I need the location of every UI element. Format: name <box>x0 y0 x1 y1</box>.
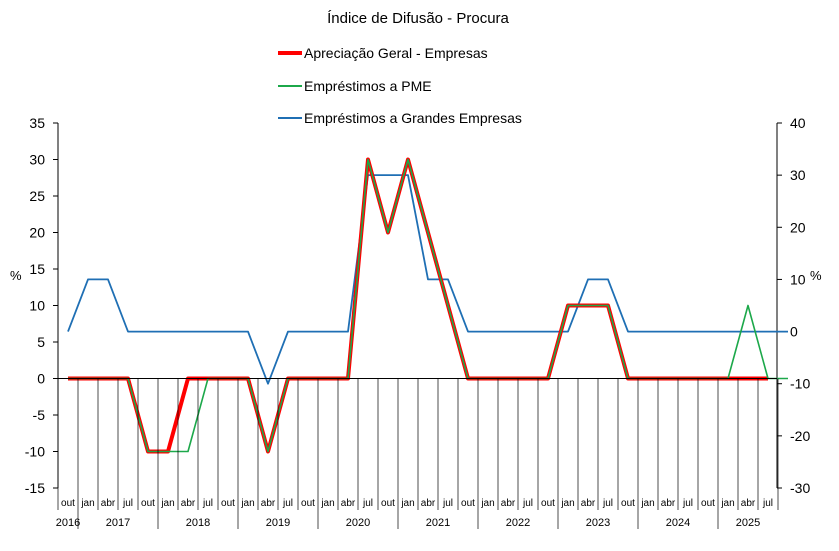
legend: Apreciação Geral - Empresas Empréstimos … <box>278 45 522 126</box>
y-tick-label-right: 20 <box>790 219 806 235</box>
x-tick-label: jan <box>160 498 174 509</box>
legend-entry-apreciacao-geral: Apreciação Geral - Empresas <box>278 45 488 61</box>
y-axis-label-left: % <box>10 268 22 283</box>
x-tick-label: abr <box>261 498 276 509</box>
x-tick-label: out <box>461 498 475 509</box>
series-lines <box>67 157 788 454</box>
x-tick-label: abr <box>181 498 196 509</box>
x-tick-label: abr <box>101 498 116 509</box>
x-tick-label: jul <box>282 498 293 509</box>
x-tick-label: out <box>61 498 75 509</box>
y-tick-label-left: 15 <box>29 261 45 277</box>
x-tick-label: abr <box>421 498 436 509</box>
x-tick-label: out <box>301 498 315 509</box>
y-axis-label-right: % <box>810 268 822 283</box>
x-tick-label: out <box>221 498 235 509</box>
axes: -15 -10 -5 0 5 10 15 20 25 30 35 -30 -20 -10 0 10 20 30 40 <box>25 115 811 496</box>
y-tick-label-right: -30 <box>790 480 810 496</box>
y-tick-label-left: -10 <box>25 444 45 460</box>
y-tick-label-left: 20 <box>29 225 45 241</box>
series-line-emprestimos-grandes-empresas <box>67 174 788 385</box>
y-tick-label-left: -5 <box>33 407 46 423</box>
x-tick-label: jul <box>442 498 453 509</box>
x-tick-label: abr <box>741 498 756 509</box>
y-tick-label-right: 30 <box>790 167 806 183</box>
year-label: 2025 <box>736 517 760 529</box>
y-tick-label-left: 10 <box>29 298 45 314</box>
x-tick-label: abr <box>581 498 596 509</box>
year-label: 2019 <box>266 517 290 529</box>
year-label: 2016 <box>56 517 80 529</box>
year-label: 2018 <box>186 517 210 529</box>
x-tick-label: jul <box>202 498 213 509</box>
x-tick-label: abr <box>341 498 356 509</box>
x-tick-label: abr <box>661 498 676 509</box>
x-tick-label: abr <box>501 498 516 509</box>
x-axis: out jan abr jul out jan abr jul out jan abr jul out j… <box>56 378 779 529</box>
legend-label-apreciacao-geral: Apreciação Geral - Empresas <box>304 45 488 61</box>
y-tick-label-left: 25 <box>29 188 45 204</box>
x-tick-label: jul <box>762 498 773 509</box>
x-tick-label: out <box>541 498 555 509</box>
legend-entry-emprestimos-grandes-empresas: Empréstimos a Grandes Empresas <box>278 110 522 126</box>
x-tick-label: jan <box>80 498 94 509</box>
x-tick-label: out <box>621 498 635 509</box>
y-tick-label-left: 0 <box>37 371 45 387</box>
y-tick-label-left: 35 <box>29 115 45 131</box>
x-tick-label: jul <box>362 498 373 509</box>
y-tick-label-left: 30 <box>29 152 45 168</box>
year-label: 2020 <box>346 517 370 529</box>
x-tick-label: jul <box>522 498 533 509</box>
x-tick-label: jul <box>122 498 133 509</box>
x-tick-label: out <box>701 498 715 509</box>
y-tick-label-right: -20 <box>790 428 810 444</box>
x-tick-label: jan <box>400 498 414 509</box>
y-tick-label-left: -15 <box>25 480 45 496</box>
x-tick-label: out <box>141 498 155 509</box>
x-tick-label: jan <box>480 498 494 509</box>
x-tick-label: jan <box>720 498 734 509</box>
x-tick-label: jan <box>320 498 334 509</box>
y-tick-label-right: 40 <box>790 115 806 131</box>
x-tick-label: out <box>381 498 395 509</box>
x-tick-label: jan <box>560 498 574 509</box>
x-tick-label: jan <box>640 498 654 509</box>
x-tick-label: jul <box>682 498 693 509</box>
year-label: 2017 <box>106 517 130 529</box>
legend-entry-emprestimos-pme: Empréstimos a PME <box>278 78 432 94</box>
year-label: 2023 <box>586 517 610 529</box>
y-tick-label-left: 5 <box>37 334 45 350</box>
year-label: 2022 <box>506 517 530 529</box>
year-label: 2021 <box>426 517 450 529</box>
series-line-emprestimos-pme <box>68 158 788 453</box>
x-tick-label: jan <box>240 498 254 509</box>
chart-title: Índice de Difusão - Procura <box>327 10 509 27</box>
legend-label-emprestimos-pme: Empréstimos a PME <box>304 78 432 94</box>
year-label: 2024 <box>666 517 690 529</box>
legend-label-emprestimos-grandes-empresas: Empréstimos a Grandes Empresas <box>304 110 522 126</box>
x-tick-label: jul <box>602 498 613 509</box>
y-tick-label-right: 0 <box>790 324 798 340</box>
y-tick-label-right: 10 <box>790 271 806 287</box>
y-tick-label-right: -10 <box>790 376 810 392</box>
